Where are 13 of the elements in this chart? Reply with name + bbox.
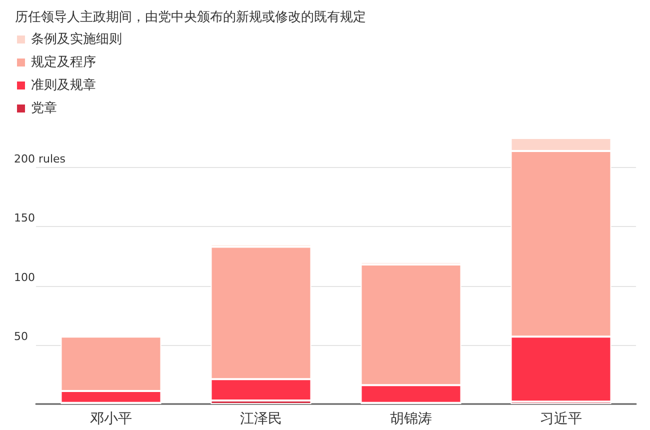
legend-label: 准则及规章 [31,78,96,93]
legend-label: 规定及程序 [31,54,96,70]
legend-label: 条例及实施细则 [31,32,122,47]
y-tick-label: 50 [14,330,28,343]
y-tick-label: 200 rules [14,152,66,166]
x-tick-label: 胡锦涛 [390,411,432,427]
y-tick-label: 150 [14,212,35,225]
legend-label: 党章 [31,101,57,116]
x-tick-label: 邓小平 [90,411,132,427]
x-tick-label: 习近平 [540,411,582,427]
y-tick-label: 100 [14,270,35,284]
chart-title: 历任领导人主政期间，由党中央颁布的新规或修改的既有规定 [15,9,366,25]
x-tick-label: 江泽民 [240,411,282,427]
